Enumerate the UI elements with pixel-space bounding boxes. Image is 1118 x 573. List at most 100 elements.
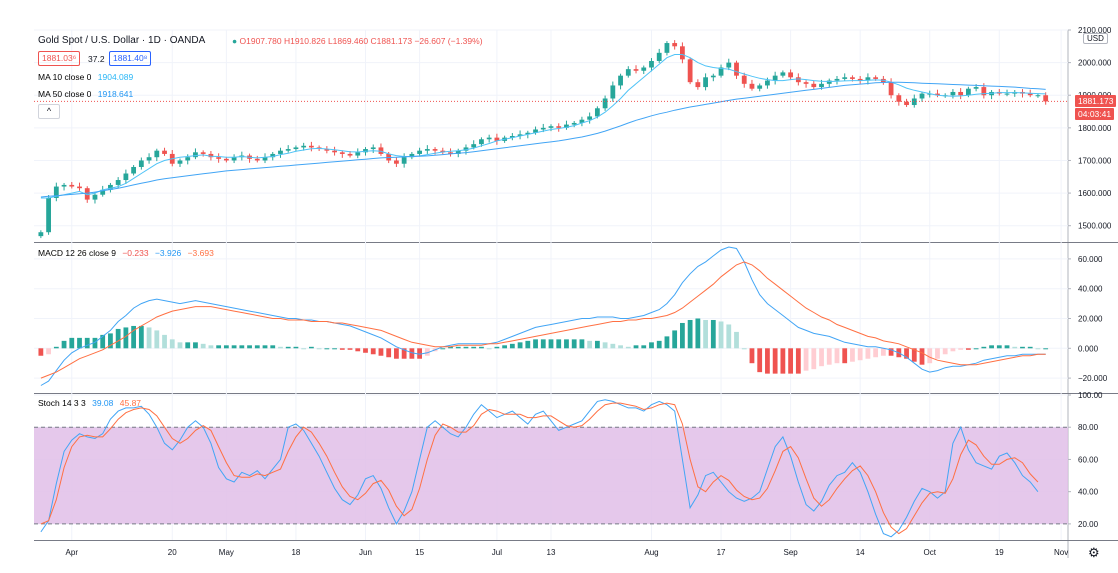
candle-body xyxy=(680,46,685,60)
candle-body xyxy=(965,88,971,96)
macd-histogram-bar xyxy=(239,345,245,349)
y-tick-label: 1600.000 xyxy=(1078,189,1112,198)
macd-histogram-bar xyxy=(602,342,608,349)
candle-body xyxy=(278,150,283,154)
y-tick-label: 100.00 xyxy=(1078,391,1103,400)
currency-button[interactable]: USD xyxy=(1083,33,1108,44)
candle-body xyxy=(1004,93,1010,95)
candle-body xyxy=(123,173,129,181)
candle-body xyxy=(378,147,384,154)
macd-histogram-bar xyxy=(1004,345,1010,349)
macd-histogram-bar xyxy=(308,346,314,349)
macd-histogram-bar xyxy=(347,348,353,350)
candle-body xyxy=(556,126,562,128)
candle-body xyxy=(533,129,538,133)
candle-body xyxy=(625,69,631,76)
macd-histogram-bar xyxy=(548,339,554,349)
macd-legend[interactable]: MACD 12 26 close 9 −0.233 −3.926 −3.693 xyxy=(38,248,218,258)
macd-histogram-bar xyxy=(718,321,724,349)
macd-histogram-bar xyxy=(169,339,175,349)
ma50-legend[interactable]: MA 50 close 0 1918.641 xyxy=(38,89,137,99)
macd-histogram-bar xyxy=(208,345,214,349)
macd-histogram-bar xyxy=(996,345,1002,349)
ma10-legend[interactable]: MA 10 close 0 1904.089 xyxy=(38,72,137,82)
candle-body xyxy=(108,184,113,190)
candle-body xyxy=(424,149,430,151)
macd-histogram-bar xyxy=(378,348,384,356)
candle-body xyxy=(293,147,299,150)
candle-body xyxy=(888,82,894,96)
macd-histogram-bar xyxy=(502,345,508,349)
macd-histogram-bar xyxy=(285,346,291,349)
candle-body xyxy=(935,93,940,96)
candle-body xyxy=(440,150,446,153)
candle-body xyxy=(347,153,353,156)
macd-histogram-bar xyxy=(479,346,484,349)
y-tick-label: 0.000 xyxy=(1078,344,1099,353)
macd-histogram-bar xyxy=(332,348,337,350)
candle-body xyxy=(896,95,902,102)
macd-histogram-bar xyxy=(216,345,222,349)
macd-histogram-bar xyxy=(857,348,863,361)
macd-histogram-bar xyxy=(223,345,229,349)
stoch-band xyxy=(34,427,1068,524)
macd-histogram-bar xyxy=(935,348,940,359)
macd-histogram-bar xyxy=(1020,346,1025,349)
candle-body xyxy=(765,80,770,86)
macd-histogram-bar xyxy=(463,346,469,349)
y-tick-label: 40.000 xyxy=(1078,285,1103,294)
candle-body xyxy=(973,87,979,89)
macd-histogram-bar xyxy=(958,348,964,350)
candle-body xyxy=(193,152,198,158)
macd-histogram-bar xyxy=(950,348,956,352)
symbol-title[interactable]: Gold Spot / U.S. Dollar · 1D · OANDA xyxy=(38,35,206,46)
x-tick-label: 18 xyxy=(291,548,300,557)
macd-histogram-bar xyxy=(680,322,685,349)
sell-button[interactable]: 1881.03⁶ xyxy=(38,51,81,66)
macd-histogram-bar xyxy=(417,348,422,359)
macd-histogram-bar xyxy=(363,348,368,353)
macd-histogram-bar xyxy=(710,319,716,349)
macd-histogram-bar xyxy=(131,325,137,349)
candle-body xyxy=(479,139,484,145)
candle-body xyxy=(710,75,716,78)
buy-button[interactable]: 1881.40⁸ xyxy=(109,51,152,66)
candle-body xyxy=(548,126,554,128)
candle-body xyxy=(579,119,585,123)
candle-body xyxy=(726,62,732,68)
collapse-legend-button[interactable]: ^ xyxy=(38,104,60,119)
ma10-value: 1904.089 xyxy=(97,72,134,82)
candle-body xyxy=(857,78,863,81)
stoch-legend[interactable]: Stoch 14 3 3 39.08 45.87 xyxy=(38,398,145,408)
x-tick-label: 13 xyxy=(547,548,556,557)
candle-body xyxy=(757,85,763,89)
macd-histogram-bar xyxy=(965,348,971,350)
candle-body xyxy=(564,124,569,128)
candle-body xyxy=(463,147,469,151)
ohlc-readout: ● O1907.780 H1910.826 L1869.460 C1881.17… xyxy=(232,36,483,46)
macd-histogram-bar xyxy=(741,348,747,350)
x-tick-label: Sep xyxy=(783,548,798,557)
countdown-tag: 04:03:41 xyxy=(1075,108,1115,120)
candle-body xyxy=(842,77,848,79)
candle-body xyxy=(734,62,739,76)
macd-histogram-bar xyxy=(656,340,662,349)
candle-body xyxy=(834,78,840,81)
x-tick-label: 14 xyxy=(856,548,865,557)
candle-body xyxy=(131,166,137,174)
macd-signal-line xyxy=(40,261,1046,379)
macd-histogram-bar xyxy=(919,348,925,365)
candle-body xyxy=(455,150,461,154)
candle-body xyxy=(1035,95,1041,97)
x-tick-label: 20 xyxy=(168,548,177,557)
candle-body xyxy=(262,157,268,161)
macd-histogram-bar xyxy=(780,348,786,374)
candle-body xyxy=(146,157,152,161)
candle-body xyxy=(811,83,817,88)
gear-icon[interactable]: ⚙ xyxy=(1088,545,1100,560)
macd-histogram-bar xyxy=(84,337,90,349)
macd-histogram-bar xyxy=(649,342,654,349)
candle-body xyxy=(394,160,399,164)
candle-body xyxy=(200,152,206,154)
